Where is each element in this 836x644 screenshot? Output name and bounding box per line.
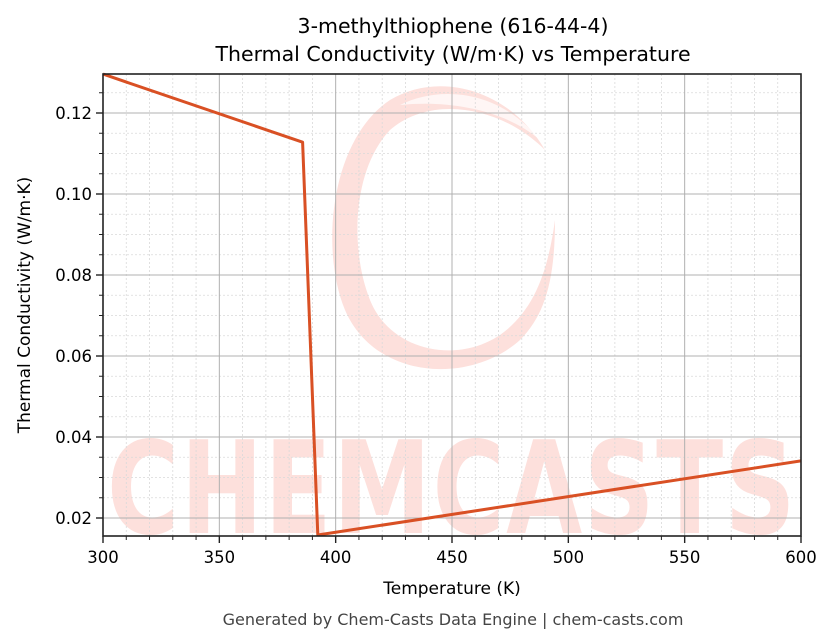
y-tick-label: 0.06 <box>55 347 92 366</box>
y-tick-label: 0.12 <box>55 104 92 123</box>
x-tick-label: 600 <box>785 548 817 567</box>
footer-credit: Generated by Chem-Casts Data Engine | ch… <box>223 610 684 629</box>
y-axis-label: Thermal Conductivity (W/m·K) <box>15 177 35 435</box>
data-line <box>103 72 801 536</box>
y-tick-labels: 0.02 0.04 0.06 0.08 0.10 0.12 <box>55 104 92 528</box>
x-tick-label: 300 <box>87 548 119 567</box>
x-tick-label: 350 <box>204 548 236 567</box>
chart-title-line1: 3-methylthiophene (616-44-4) <box>298 14 609 38</box>
series-layer <box>103 72 801 536</box>
x-tick-labels: 300 350 400 450 500 550 600 <box>87 548 817 567</box>
watermark-logo: CHEMCASTS <box>107 86 797 564</box>
chart-title-line2: Thermal Conductivity (W/m·K) vs Temperat… <box>214 42 690 66</box>
y-tick-label: 0.02 <box>55 509 92 528</box>
watermark-text: CHEMCASTS <box>107 415 797 564</box>
y-tick-label: 0.04 <box>55 428 92 447</box>
x-tick-label: 550 <box>669 548 701 567</box>
watermark-swoosh-highlight <box>400 94 540 140</box>
x-tick-label: 400 <box>320 548 352 567</box>
x-tick-label: 500 <box>553 548 585 567</box>
x-axis-label: Temperature (K) <box>382 579 521 599</box>
y-tick-label: 0.10 <box>55 185 92 204</box>
tick-marks <box>96 92 802 543</box>
y-tick-label: 0.08 <box>55 266 92 285</box>
x-tick-label: 450 <box>436 548 468 567</box>
